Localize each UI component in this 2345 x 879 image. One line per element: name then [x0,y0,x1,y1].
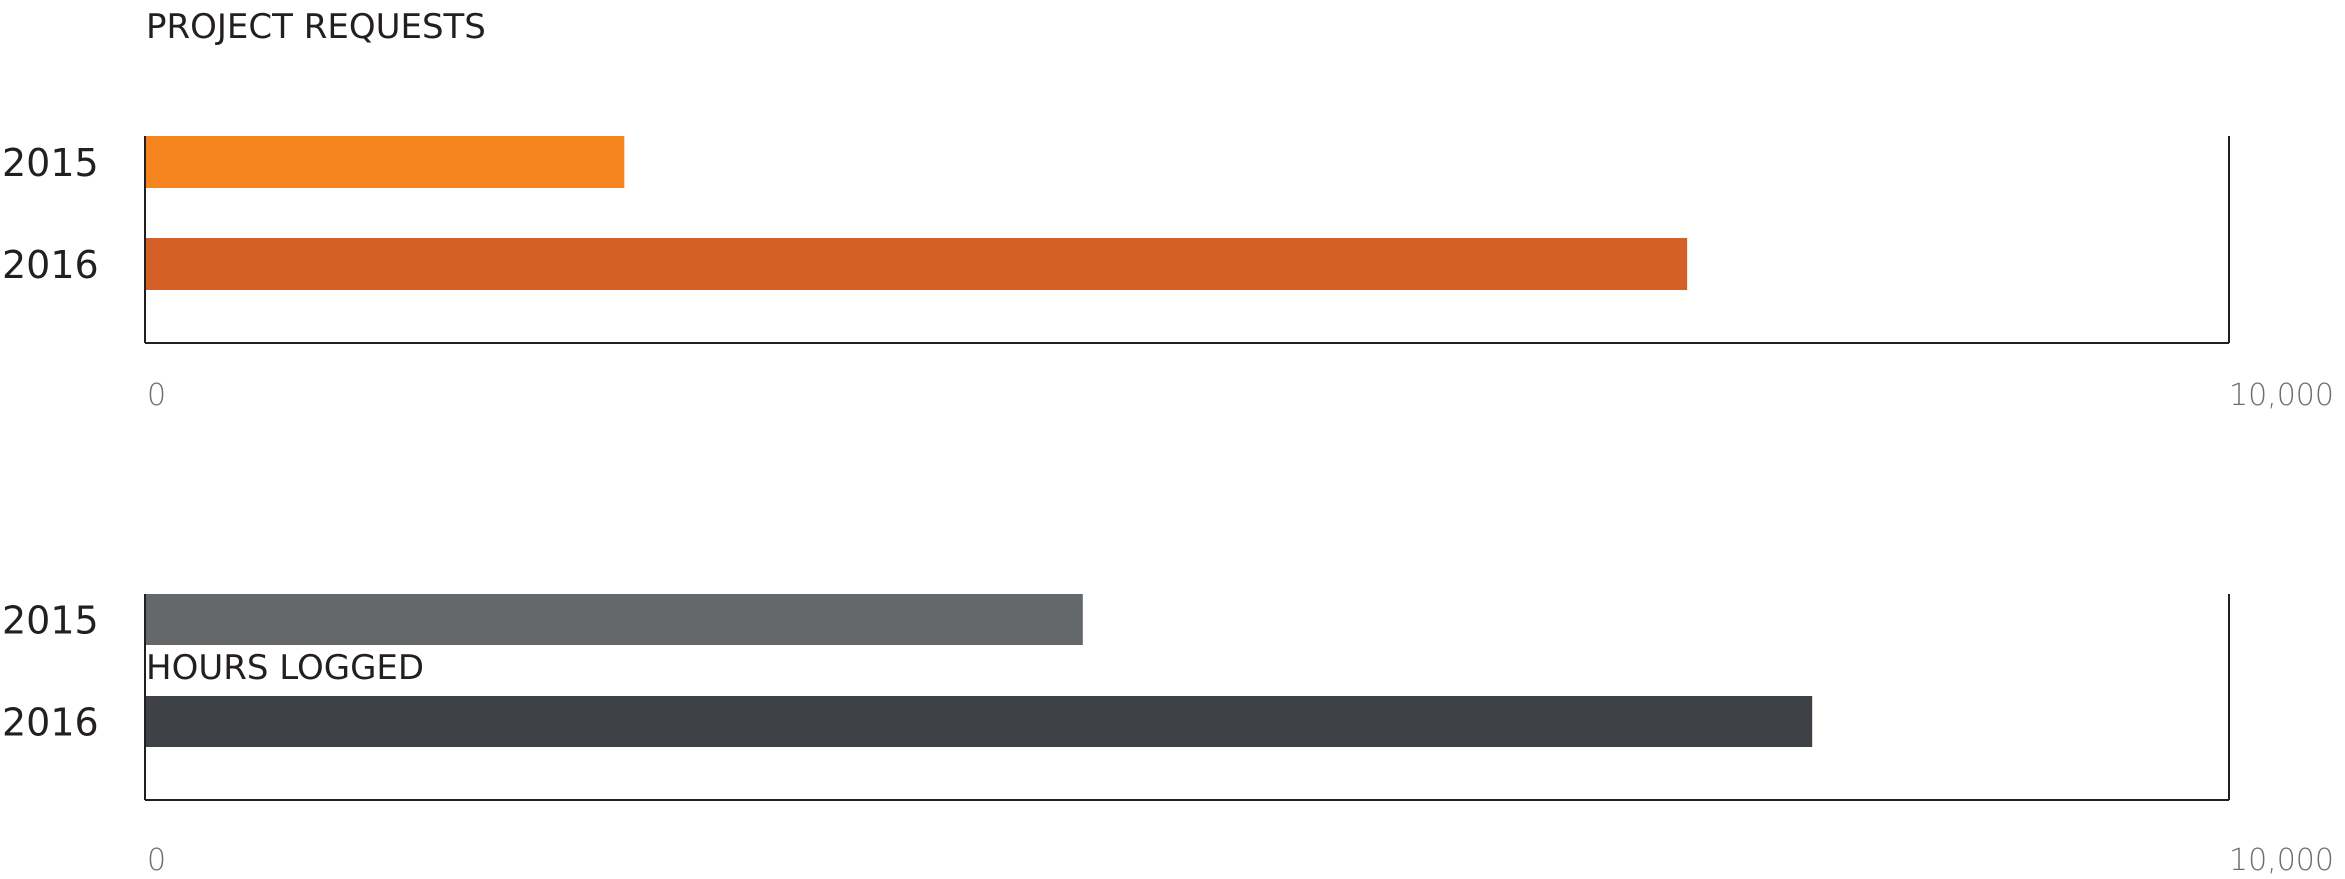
category-label: 2016 [2,243,99,287]
bar-2015 [145,136,625,188]
tick-label: 10,000 [2229,843,2334,878]
tick-label: 0 [147,843,166,878]
bar-2016 [145,238,1688,290]
chart-title: HOURS LOGGED [146,648,424,688]
chart-title: PROJECT REQUESTS [146,7,486,47]
category-label: 2015 [2,141,99,185]
bar-2016 [145,696,1813,747]
tick-label: 0 [147,378,166,413]
tick-label: 10,000 [2229,378,2334,413]
bar-2015 [145,594,1083,645]
category-label: 2016 [2,701,99,745]
category-label: 2015 [2,599,99,643]
